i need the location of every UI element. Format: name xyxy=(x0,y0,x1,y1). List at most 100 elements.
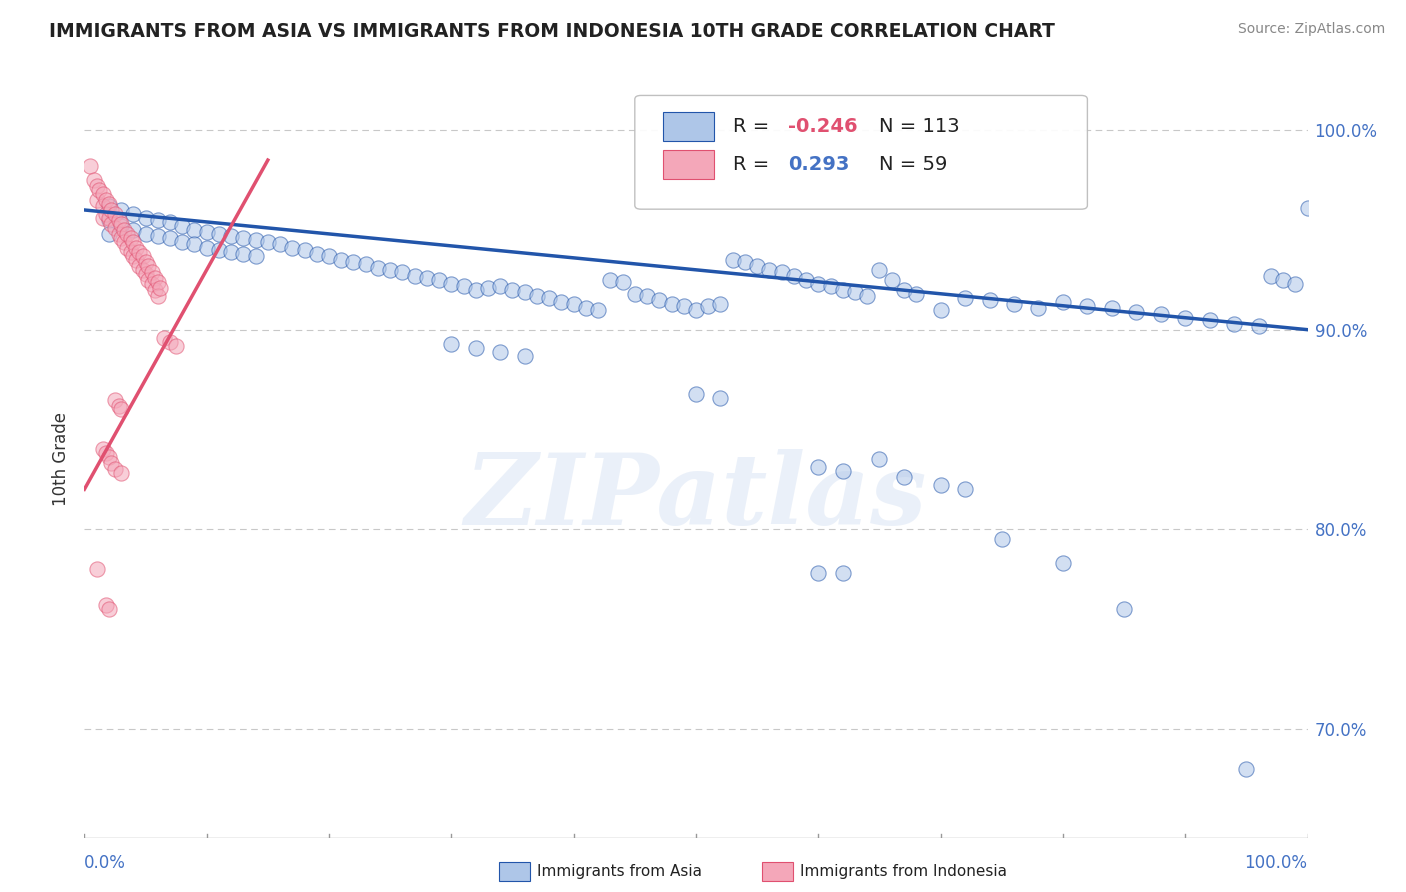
Point xyxy=(1174,310,1197,325)
Bar xyxy=(664,150,714,178)
Point xyxy=(1223,317,1246,331)
Point xyxy=(110,402,132,417)
Point xyxy=(1002,297,1025,311)
Point xyxy=(96,207,118,221)
Point xyxy=(120,231,142,245)
Point xyxy=(747,259,769,273)
Point xyxy=(91,211,114,225)
Point xyxy=(734,255,756,269)
Point xyxy=(648,293,671,307)
Point xyxy=(807,460,830,475)
Point xyxy=(110,219,132,233)
Point xyxy=(146,289,169,303)
Point xyxy=(380,262,402,277)
Point xyxy=(97,227,120,241)
Point xyxy=(122,207,145,221)
Point xyxy=(599,273,621,287)
Point xyxy=(132,262,155,277)
Point xyxy=(880,273,903,287)
Point xyxy=(135,267,157,281)
Point xyxy=(153,331,176,345)
Text: Source: ZipAtlas.com: Source: ZipAtlas.com xyxy=(1237,22,1385,37)
Point xyxy=(115,227,138,241)
Point xyxy=(128,244,150,259)
Point xyxy=(159,231,181,245)
Point xyxy=(404,268,426,283)
Point xyxy=(122,249,145,263)
Point xyxy=(110,217,132,231)
Point xyxy=(575,301,598,315)
Point xyxy=(929,302,952,317)
Point xyxy=(136,259,159,273)
Point xyxy=(305,247,328,261)
Point xyxy=(1114,602,1136,616)
Point xyxy=(1101,301,1123,315)
Point xyxy=(758,262,780,277)
Point xyxy=(257,235,280,249)
Point xyxy=(869,262,891,277)
Point xyxy=(709,391,731,405)
Point xyxy=(79,159,101,173)
Text: 0.0%: 0.0% xyxy=(84,855,127,872)
Point xyxy=(464,283,486,297)
Point xyxy=(172,235,194,249)
Point xyxy=(183,236,205,251)
Point xyxy=(183,223,205,237)
Point xyxy=(128,259,150,273)
Text: N = 113: N = 113 xyxy=(880,117,960,136)
FancyBboxPatch shape xyxy=(636,95,1087,210)
Point xyxy=(110,202,132,217)
Point xyxy=(107,399,129,413)
Point xyxy=(489,278,512,293)
Point xyxy=(624,286,647,301)
Point xyxy=(245,249,267,263)
Point xyxy=(416,270,439,285)
Point xyxy=(159,334,181,349)
Text: R =: R = xyxy=(733,117,775,136)
Point xyxy=(562,297,585,311)
Point xyxy=(115,241,138,255)
Point xyxy=(97,213,120,227)
Point xyxy=(807,277,830,291)
Point xyxy=(1076,299,1098,313)
Point xyxy=(513,349,536,363)
Point xyxy=(1125,304,1147,318)
Text: Immigrants from Indonesia: Immigrants from Indonesia xyxy=(800,864,1007,879)
Point xyxy=(294,243,316,257)
Point xyxy=(146,228,169,243)
Point xyxy=(208,243,231,257)
Point xyxy=(135,211,157,225)
Point xyxy=(612,275,634,289)
Point xyxy=(245,233,267,247)
Point xyxy=(1247,318,1270,333)
Text: R =: R = xyxy=(733,155,782,174)
Point xyxy=(550,294,572,309)
Point xyxy=(513,285,536,299)
Point xyxy=(464,341,486,355)
Point xyxy=(91,199,114,213)
Point xyxy=(100,456,122,470)
Point xyxy=(96,446,118,460)
Point xyxy=(165,338,187,352)
Point xyxy=(489,344,512,359)
Point xyxy=(893,470,915,484)
Point xyxy=(953,291,976,305)
Point xyxy=(269,236,291,251)
Point xyxy=(107,213,129,227)
Point xyxy=(685,386,707,401)
Point xyxy=(125,241,148,255)
Point xyxy=(100,202,122,217)
Point xyxy=(122,223,145,237)
Point xyxy=(318,249,340,263)
Point xyxy=(794,273,817,287)
Point xyxy=(120,244,142,259)
Point xyxy=(953,483,976,497)
Point xyxy=(1052,294,1074,309)
Point xyxy=(783,268,806,283)
Point xyxy=(96,193,118,207)
Point xyxy=(104,392,127,407)
Point xyxy=(440,336,463,351)
Point xyxy=(172,219,194,233)
Point xyxy=(354,257,377,271)
Point xyxy=(146,275,169,289)
